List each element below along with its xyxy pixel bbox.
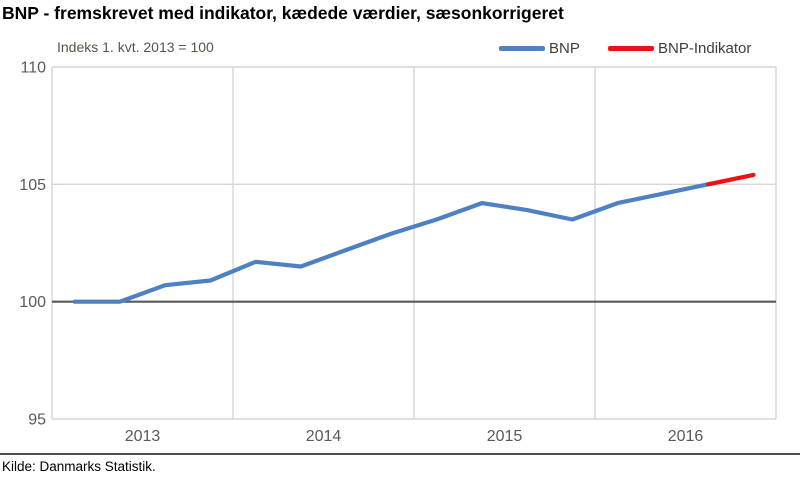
legend-line-swatch-bnp	[499, 46, 545, 51]
x-tick-label: 2016	[668, 428, 704, 445]
x-tick-label: 2014	[306, 428, 342, 445]
x-tick-label: 2013	[125, 428, 161, 445]
y-tick-label: 105	[19, 177, 46, 194]
legend-item-bnp: BNP	[499, 40, 580, 57]
series-line-bnp-indikator	[705, 172, 756, 187]
legend-label-bnp: BNP	[549, 40, 580, 57]
page-title: BNP - fremskrevet med indikator, kædede …	[2, 3, 564, 23]
x-tick-label: 2015	[487, 428, 523, 445]
legend-item-bnp-indikator: BNP-Indikator	[608, 40, 751, 57]
series-line-bnp	[72, 182, 711, 304]
legend-line-swatch-bnp-indikator	[608, 46, 654, 51]
source-note: Kilde: Danmarks Statistik.	[2, 459, 156, 474]
footer-divider	[0, 453, 800, 455]
y-tick-label: 95	[28, 412, 46, 429]
line-chart: 110 105 100 95 2013 2014 2015 2016	[19, 60, 777, 445]
y-tick-label: 100	[19, 294, 46, 311]
y-tick-label: 110	[20, 60, 46, 77]
axis-unit-note: Indeks 1. kvt. 2013 = 100	[57, 39, 214, 55]
legend-label-bnp-indikator: BNP-Indikator	[658, 40, 752, 57]
